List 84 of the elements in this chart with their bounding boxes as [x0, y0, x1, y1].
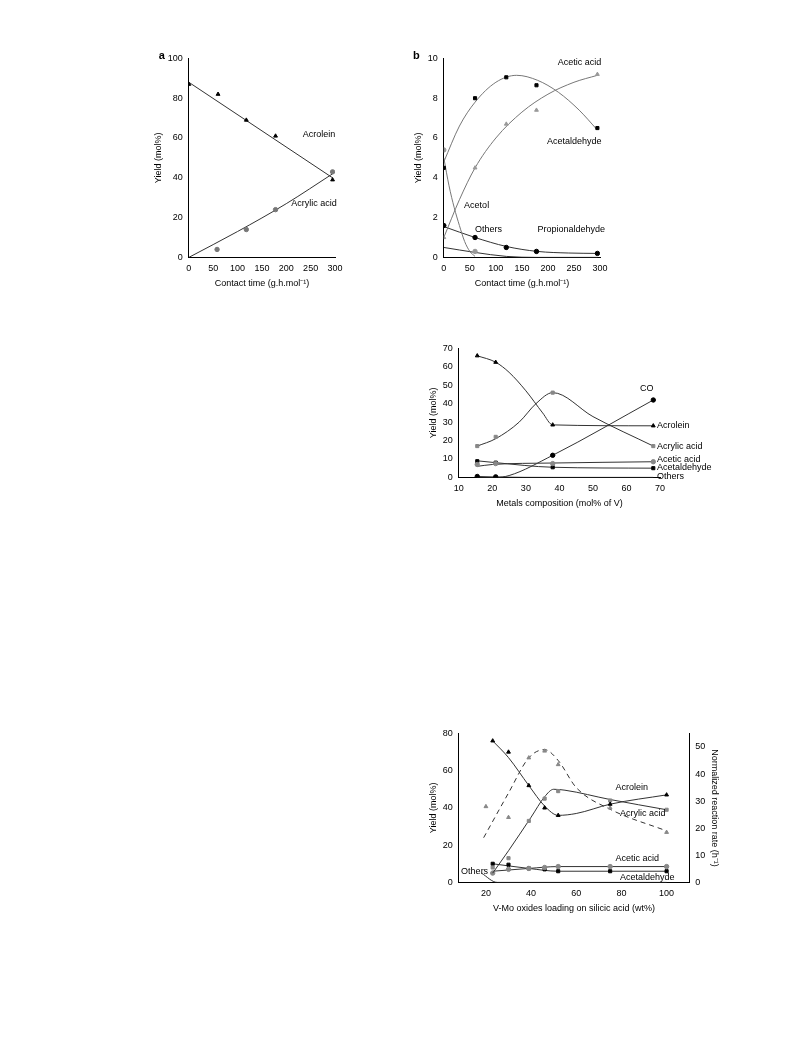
- x-axis-title: Contact time (g.h.mol⁻¹): [214, 278, 310, 289]
- x-tick-label: 300: [592, 263, 608, 274]
- y-tick-label: 80: [442, 727, 453, 738]
- x-tick-label: 40: [526, 888, 537, 899]
- y-tick-label: 70: [442, 342, 453, 353]
- y-tick-label: 40: [442, 398, 453, 409]
- annotation: Acrylic acid: [656, 440, 703, 451]
- y-tick-label: 60: [172, 132, 183, 143]
- annotation: Others: [475, 224, 503, 235]
- y-tick-label: 20: [442, 435, 453, 446]
- y-tick-label: 4: [432, 172, 438, 183]
- y2-tick-label: 10: [695, 849, 706, 860]
- y-axis-title: Yield (mol%): [427, 387, 438, 439]
- x-tick-label: 250: [566, 263, 582, 274]
- annotation: Acrylic acid: [291, 198, 337, 209]
- annotation: Others: [461, 866, 489, 877]
- annotation: Acetic acid: [615, 853, 659, 864]
- annotation: Others: [656, 470, 685, 481]
- x-tick-label: 200: [278, 263, 294, 274]
- y2-axis-title: Normalized reaction rate (h⁻¹): [710, 749, 721, 867]
- y-tick-label: 0: [432, 251, 438, 262]
- y-tick-label: 30: [442, 416, 453, 427]
- y-tick-label: 0: [177, 251, 183, 262]
- y-axis-title: Yield (mol%): [152, 132, 163, 184]
- x-tick-label: 100: [488, 263, 504, 274]
- annotation: Acetic acid: [557, 56, 602, 67]
- y2-tick-label: 40: [695, 768, 706, 779]
- annotation: Acetaldehyde: [546, 136, 602, 147]
- x-tick-label: 60: [621, 483, 632, 494]
- y2-tick-label: 30: [695, 795, 706, 806]
- y-tick-label: 10: [427, 52, 438, 63]
- chart-title: a: [158, 49, 166, 62]
- chart-title: b: [413, 49, 421, 62]
- annotation: Acrolein: [302, 128, 336, 139]
- y-tick-label: 60: [442, 361, 453, 372]
- x-axis-title: Contact time (g.h.mol⁻¹): [474, 278, 570, 289]
- x-tick-label: 200: [540, 263, 556, 274]
- y-tick-label: 60: [442, 765, 453, 776]
- x-tick-label: 50: [208, 263, 219, 274]
- x-tick-label: 80: [616, 888, 627, 899]
- y-tick-label: 20: [172, 212, 183, 223]
- x-axis-title: Metals composition (mol% of V): [496, 498, 623, 509]
- y-tick-label: 40: [442, 802, 453, 813]
- y2-tick-label: 0: [695, 876, 701, 887]
- x-tick-label: 20: [480, 888, 491, 899]
- x-tick-label: 50: [464, 263, 475, 274]
- annotation: Propionaldehyde: [537, 224, 606, 235]
- x-tick-label: 30: [520, 483, 531, 494]
- y-tick-label: 80: [172, 92, 183, 103]
- x-tick-label: 70: [654, 483, 666, 494]
- x-tick-label: 100: [230, 263, 246, 274]
- y-tick-label: 50: [442, 379, 453, 390]
- x-axis-title: V-Mo oxides loading on silicic acid (wt%): [492, 903, 656, 914]
- y-tick-label: 10: [442, 453, 453, 464]
- y2-tick-label: 50: [695, 741, 706, 752]
- x-tick-label: 100: [659, 888, 675, 899]
- y-tick-label: 8: [432, 92, 438, 103]
- y-axis-title: Yield (mol%): [427, 782, 438, 834]
- x-tick-label: 50: [587, 483, 598, 494]
- y-tick-label: 2: [432, 212, 438, 223]
- y-tick-label: 100: [167, 52, 183, 63]
- x-tick-label: 60: [571, 888, 582, 899]
- y-tick-label: 20: [442, 839, 453, 850]
- annotation: Acetaldehyde: [620, 871, 675, 882]
- x-tick-label: 150: [514, 263, 530, 274]
- x-tick-label: 40: [554, 483, 565, 494]
- y-tick-label: 0: [447, 876, 453, 887]
- y-tick-label: 0: [447, 471, 453, 482]
- annotation: Acetic acid: [656, 453, 701, 464]
- y-tick-label: 40: [172, 172, 183, 183]
- annotation: Acrylic acid: [620, 808, 666, 819]
- x-tick-label: 300: [327, 263, 343, 274]
- annotation: CO: [639, 382, 654, 393]
- x-tick-label: 20: [487, 483, 498, 494]
- annotation: Acetol: [464, 200, 490, 211]
- x-tick-label: 250: [303, 263, 319, 274]
- y2-tick-label: 20: [695, 822, 706, 833]
- y-tick-label: 6: [432, 132, 438, 143]
- annotation: Acrolein: [615, 781, 648, 792]
- annotation: Acrolein: [656, 420, 690, 431]
- x-tick-label: 0: [186, 263, 192, 274]
- x-tick-label: 150: [254, 263, 270, 274]
- y-axis-title: Yield (mol%): [412, 132, 423, 184]
- annotation: Acetaldehyde: [656, 462, 712, 473]
